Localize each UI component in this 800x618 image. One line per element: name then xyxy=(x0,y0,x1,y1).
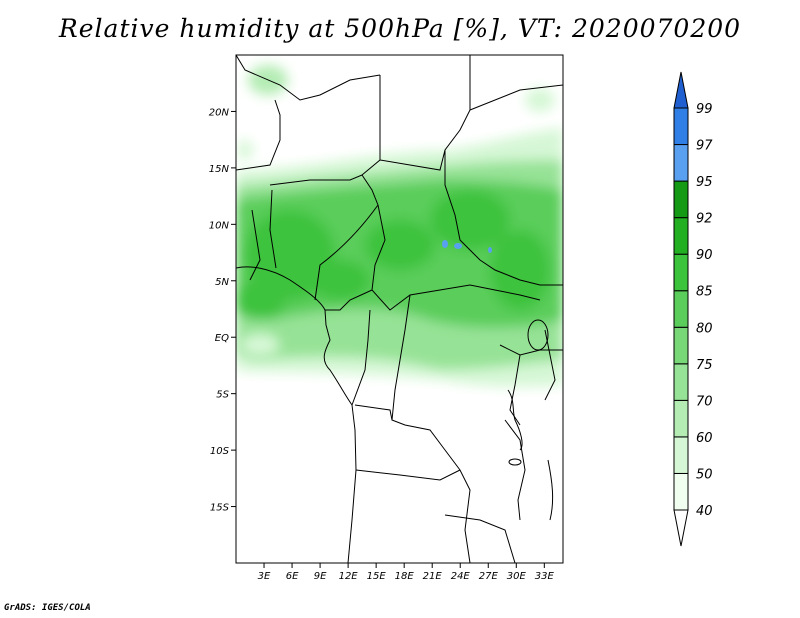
lon-tick-label: 6E xyxy=(286,571,299,582)
lon-tick-label: 3E xyxy=(258,571,271,582)
colorbar-segment xyxy=(673,436,689,474)
lat-tick-label: 10N xyxy=(209,220,230,231)
colorbar-segment xyxy=(673,107,689,146)
lon-tick-label: 27E xyxy=(479,571,499,582)
colorbar-label: 70 xyxy=(696,394,713,409)
colorbar-segment xyxy=(673,217,689,255)
lon-tick-label: 24E xyxy=(451,571,471,582)
colorbar-segment xyxy=(673,144,689,182)
lat-tick-label: 15N xyxy=(209,164,230,175)
colorbar-segment xyxy=(673,472,689,511)
colorbar-label: 75 xyxy=(696,358,713,373)
colorbar-label: 80 xyxy=(696,321,713,336)
colorbar-segment xyxy=(673,253,689,292)
lon-tick-label: 15E xyxy=(367,571,387,582)
colorbar-label: 60 xyxy=(696,431,713,446)
colorbar-label: 85 xyxy=(696,285,713,300)
map-frame xyxy=(235,54,564,564)
map-title: Relative humidity at 500hPa [%], VT: 202… xyxy=(58,14,742,43)
colorbar-segment xyxy=(673,399,689,438)
lon-tick-label: 9E xyxy=(314,571,327,582)
lon-tick-label: 18E xyxy=(395,571,415,582)
country-borders xyxy=(236,55,563,563)
colorbar-segment xyxy=(673,290,689,328)
colorbar-label: 97 xyxy=(696,139,713,154)
colorbar-label: 50 xyxy=(696,467,713,482)
colorbar-top-arrow xyxy=(673,71,689,109)
axis-ticks: 20N 15N 10N 5N EQ 5S 10S 15S 3E 6E 9E 12E 15E 18E 21E 2… xyxy=(209,107,555,582)
lat-tick-label: 15S xyxy=(210,503,230,514)
humidity-field xyxy=(236,65,563,388)
lon-tick-label: 21E xyxy=(423,571,443,582)
lon-tick-label: 30E xyxy=(507,571,527,582)
grads-credit: GrADS: IGES/COLA xyxy=(4,603,91,613)
colorbar-segment xyxy=(673,326,689,365)
colorbar-label: 90 xyxy=(696,248,713,263)
colorbar-label: 40 xyxy=(696,504,713,519)
lat-tick-label: 10S xyxy=(210,446,230,457)
colorbar-label: 95 xyxy=(696,175,713,190)
lat-tick-label: 5N xyxy=(215,277,229,288)
lat-tick-label: 20N xyxy=(209,107,230,118)
lon-tick-label: 33E xyxy=(535,571,555,582)
lon-tick-label: 12E xyxy=(339,571,359,582)
colorbar-segment xyxy=(673,363,689,401)
lat-tick-label: 5S xyxy=(216,390,229,401)
colorbar: 40 50 60 70 75 80 85 90 92 95 97 99 xyxy=(673,71,713,547)
colorbar-segment xyxy=(673,180,689,219)
lat-tick-label: EQ xyxy=(215,333,229,344)
colorbar-bottom-arrow xyxy=(673,509,689,547)
colorbar-label: 92 xyxy=(696,212,713,227)
colorbar-label: 99 xyxy=(696,102,713,117)
